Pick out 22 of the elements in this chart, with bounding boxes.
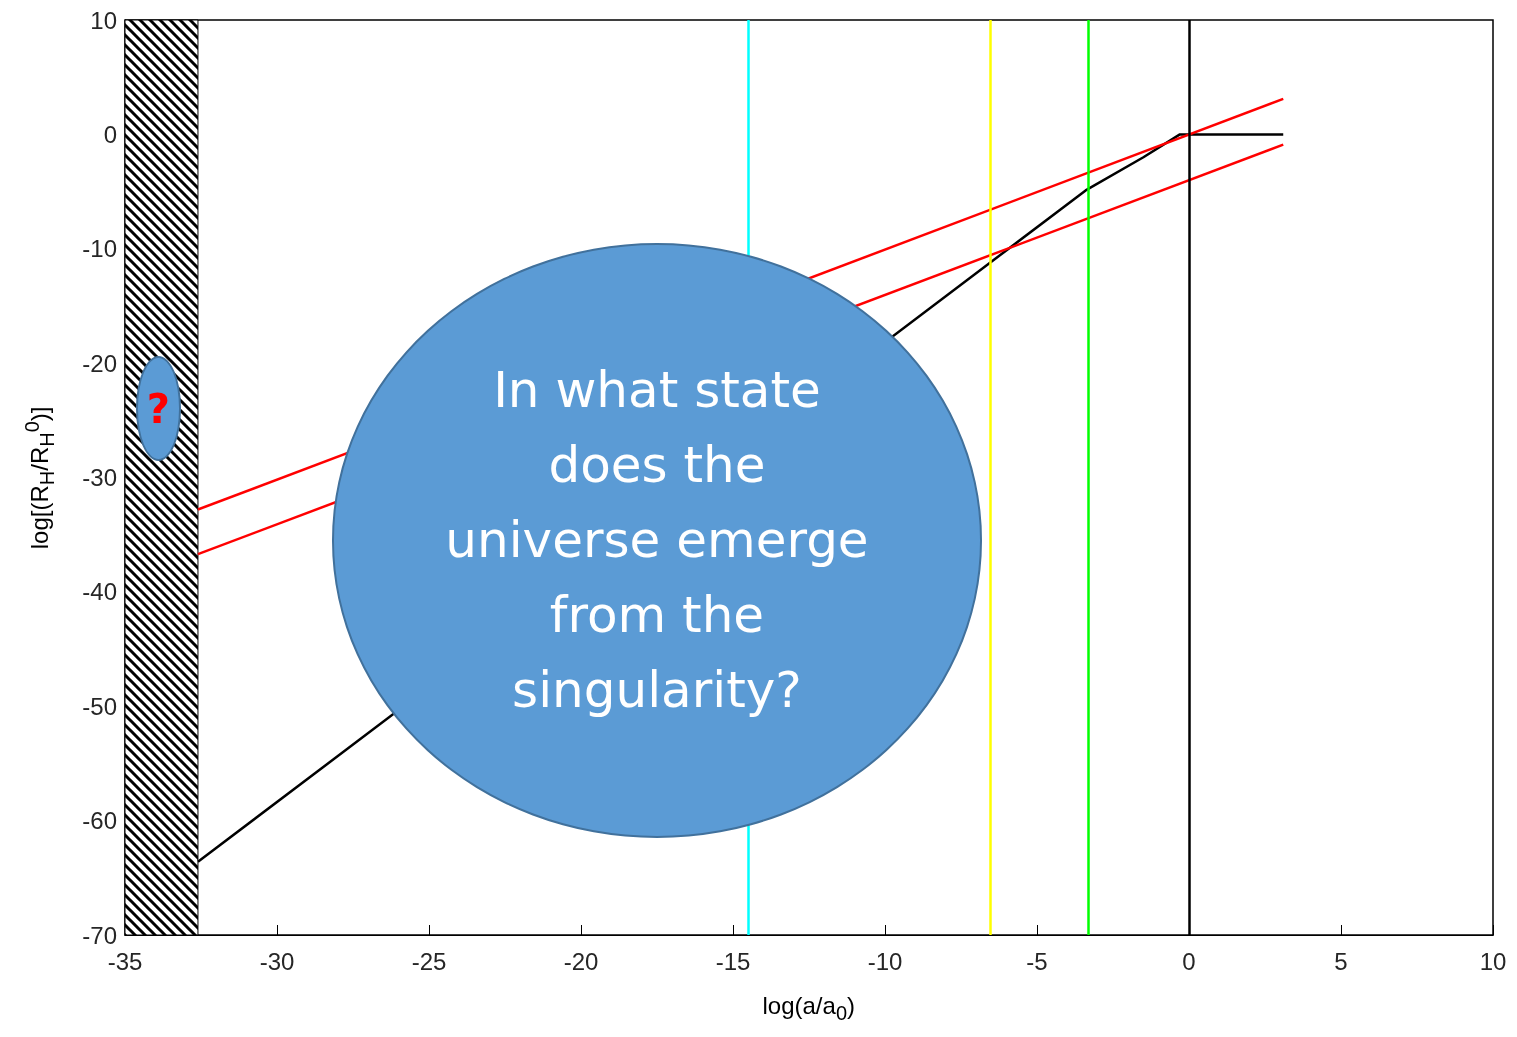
x-tick-label: -20 — [563, 947, 599, 975]
y-tick-label: -70 — [82, 921, 117, 949]
x-tick-label: -30 — [259, 947, 295, 975]
y-tick-label: -60 — [82, 807, 117, 835]
x-tick-label: 0 — [1182, 947, 1196, 975]
x-tick-label: -10 — [867, 947, 903, 975]
y-tick-label: -50 — [82, 692, 117, 720]
x-tick-label: -5 — [1026, 947, 1048, 975]
y-tick-label: -40 — [82, 578, 117, 606]
x-tick-label: -15 — [715, 947, 751, 975]
x-tick-label: 10 — [1479, 947, 1507, 975]
y-tick-label: -30 — [82, 464, 117, 491]
y-tick-label: 0 — [103, 120, 117, 148]
y-tick-label: -10 — [82, 235, 117, 263]
annotation: In what state does the universe emerge from the singularity? — [444, 359, 870, 721]
y-tick-label: -20 — [82, 349, 117, 377]
x-axis-title: log(a/a$_{0}$) — [762, 992, 856, 1025]
x-tick-label: -35 — [107, 947, 143, 975]
y-tick-label: 10 — [90, 6, 117, 34]
x-tick-label: 5 — [1334, 947, 1348, 975]
x-tick-label: -25 — [411, 947, 447, 975]
annotation: ? — [146, 384, 171, 434]
